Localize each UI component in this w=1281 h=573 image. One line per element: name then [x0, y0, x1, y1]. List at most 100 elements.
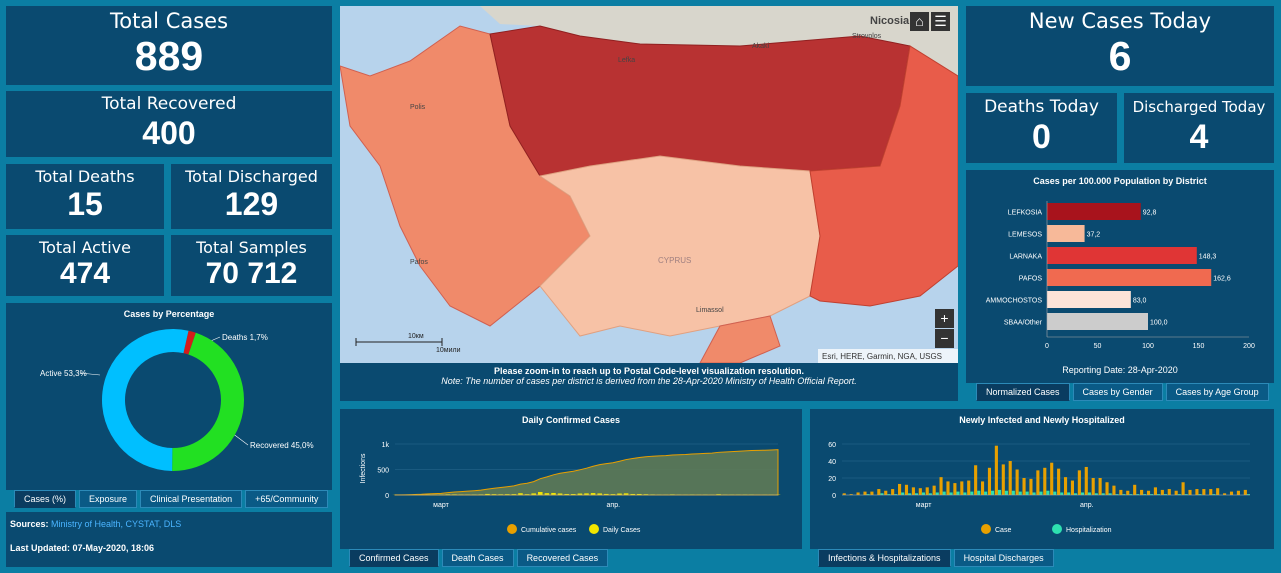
- daily-bar[interactable]: [498, 494, 503, 495]
- case-bar[interactable]: [911, 487, 915, 495]
- case-bar[interactable]: [1008, 461, 1012, 495]
- hospitalization-bar[interactable]: [942, 491, 946, 495]
- hospitalization-bar[interactable]: [1122, 494, 1126, 495]
- case-bar[interactable]: [856, 492, 860, 495]
- case-bar[interactable]: [987, 467, 992, 495]
- hospitalization-bar[interactable]: [1115, 494, 1119, 495]
- case-bar[interactable]: [1140, 489, 1144, 495]
- case-bar[interactable]: [1126, 490, 1130, 495]
- daily-bar[interactable]: [511, 494, 517, 495]
- tab-cases-percent[interactable]: Cases (%): [14, 490, 77, 508]
- district-bar[interactable]: [1047, 269, 1212, 286]
- case-bar[interactable]: [918, 488, 922, 495]
- hospitalization-bar[interactable]: [1129, 494, 1133, 495]
- tab-cases-by-age-group[interactable]: Cases by Age Group: [1165, 383, 1269, 401]
- hospitalization-bar[interactable]: [908, 493, 912, 495]
- hospitalization-bar[interactable]: [984, 491, 988, 495]
- district-bar[interactable]: [1047, 313, 1148, 330]
- case-bar[interactable]: [1029, 478, 1033, 495]
- case-bar[interactable]: [1195, 489, 1199, 495]
- tab-death-cases[interactable]: Death Cases: [441, 549, 514, 567]
- tab-normalized-cases[interactable]: Normalized Cases: [976, 383, 1070, 401]
- donut-slice[interactable]: [172, 332, 244, 471]
- zoom-in-button[interactable]: +: [935, 309, 954, 328]
- daily-bar[interactable]: [544, 493, 550, 495]
- home-icon[interactable]: ⌂: [910, 12, 929, 31]
- daily-bar[interactable]: [551, 492, 556, 495]
- case-bar[interactable]: [1133, 484, 1137, 495]
- hospitalization-bar[interactable]: [1074, 493, 1078, 495]
- case-bar[interactable]: [1057, 468, 1061, 495]
- daily-bar[interactable]: [504, 494, 510, 495]
- daily-bar[interactable]: [564, 493, 569, 495]
- tab-cases-by-gender[interactable]: Cases by Gender: [1072, 383, 1163, 401]
- case-bar[interactable]: [1043, 467, 1047, 495]
- case-bar[interactable]: [994, 445, 998, 495]
- daily-bar[interactable]: [623, 493, 629, 495]
- daily-bar[interactable]: [491, 494, 497, 495]
- district-bar[interactable]: [1047, 225, 1085, 242]
- daily-bar[interactable]: [524, 494, 530, 495]
- tab-infections-hospitalizations[interactable]: Infections & Hospitalizations: [818, 549, 951, 567]
- hospitalization-bar[interactable]: [956, 491, 960, 495]
- daily-bar[interactable]: [637, 493, 642, 495]
- case-bar[interactable]: [1229, 491, 1234, 495]
- hospitalization-bar[interactable]: [1087, 492, 1091, 495]
- hospitalization-bar[interactable]: [1156, 494, 1161, 495]
- daily-bar[interactable]: [518, 493, 523, 495]
- case-bar[interactable]: [842, 493, 846, 495]
- case-bar[interactable]: [1223, 493, 1227, 495]
- hospitalization-bar[interactable]: [1163, 494, 1168, 495]
- district-bar[interactable]: [1047, 291, 1131, 308]
- case-bar[interactable]: [1146, 490, 1151, 495]
- case-bar[interactable]: [1112, 485, 1116, 495]
- case-bar[interactable]: [953, 483, 957, 495]
- case-bar[interactable]: [1153, 487, 1157, 495]
- case-bar[interactable]: [1022, 478, 1026, 495]
- hospitalization-bar[interactable]: [928, 493, 932, 495]
- hospitalization-bar[interactable]: [991, 490, 995, 495]
- case-bar[interactable]: [1119, 489, 1123, 495]
- hospitalization-bar[interactable]: [970, 491, 974, 495]
- hospitalization-bar[interactable]: [914, 493, 919, 495]
- hospitalization-bar[interactable]: [1004, 490, 1008, 495]
- case-bar[interactable]: [1063, 477, 1068, 495]
- hospitalization-bar[interactable]: [1039, 491, 1043, 495]
- daily-bar[interactable]: [630, 493, 635, 495]
- hospitalization-bar[interactable]: [1246, 494, 1250, 495]
- tab-65-community[interactable]: +65/Community: [245, 490, 329, 508]
- case-bar[interactable]: [1084, 466, 1088, 495]
- hospitalization-bar[interactable]: [1060, 492, 1064, 495]
- case-bar[interactable]: [1050, 462, 1054, 495]
- hospitalization-bar[interactable]: [894, 494, 898, 495]
- case-bar[interactable]: [1216, 488, 1220, 495]
- case-bar[interactable]: [870, 491, 874, 495]
- daily-bar[interactable]: [577, 493, 583, 495]
- case-bar[interactable]: [974, 465, 978, 495]
- donut-slice[interactable]: [183, 330, 196, 355]
- hospitalization-bar[interactable]: [880, 493, 884, 495]
- hospitalization-bar[interactable]: [1177, 494, 1181, 495]
- case-bar[interactable]: [1015, 469, 1019, 496]
- hospitalization-bar[interactable]: [963, 492, 967, 495]
- case-bar[interactable]: [898, 483, 902, 495]
- hospitalization-bar[interactable]: [1101, 493, 1105, 495]
- hospitalization-bar[interactable]: [1080, 492, 1085, 495]
- daily-bar[interactable]: [597, 493, 602, 495]
- daily-bar[interactable]: [452, 494, 457, 495]
- hospitalization-bar[interactable]: [887, 494, 891, 495]
- case-bar[interactable]: [1167, 489, 1171, 495]
- case-bar[interactable]: [877, 489, 881, 495]
- case-bar[interactable]: [1070, 480, 1075, 495]
- hospitalization-bar[interactable]: [977, 490, 981, 495]
- daily-bar[interactable]: [571, 494, 576, 495]
- case-bar[interactable]: [863, 491, 867, 495]
- hospitalization-bar[interactable]: [901, 492, 905, 495]
- daily-bar[interactable]: [538, 492, 543, 495]
- tab-hospital-discharges[interactable]: Hospital Discharges: [953, 549, 1054, 567]
- case-bar[interactable]: [1188, 489, 1192, 495]
- hospitalization-bar[interactable]: [1094, 493, 1098, 495]
- case-bar[interactable]: [1236, 490, 1240, 495]
- case-bar[interactable]: [1243, 489, 1247, 495]
- hospitalization-bar[interactable]: [1212, 494, 1216, 495]
